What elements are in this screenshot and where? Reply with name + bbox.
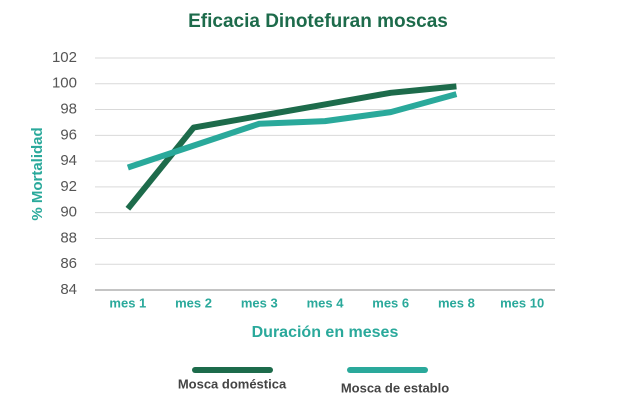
y-tick-label: 102 <box>52 49 77 66</box>
x-tick-label: mes 2 <box>175 295 212 310</box>
x-tick-label: mes 6 <box>372 295 409 310</box>
chart-title: Eficacia Dinotefuran moscas <box>188 11 448 32</box>
y-tick-label: 96 <box>60 126 77 143</box>
y-tick-label: 92 <box>60 178 77 195</box>
x-tick-label: mes 4 <box>307 295 345 310</box>
x-tick-label: mes 10 <box>500 295 544 310</box>
x-axis-label: Duración en meses <box>252 324 399 341</box>
series-line <box>126 91 458 171</box>
legend-label: Mosca doméstica <box>178 376 287 391</box>
x-tick-label: mes 3 <box>241 295 278 310</box>
y-tick-label: 94 <box>60 152 77 169</box>
y-tick-label: 90 <box>60 204 77 221</box>
x-tick-label: mes 1 <box>109 295 146 310</box>
y-tick-label: 88 <box>60 229 77 246</box>
y-tick-label: 98 <box>60 101 77 118</box>
y-tick-label: 100 <box>52 75 77 92</box>
legend-label: Mosca de establo <box>341 380 449 395</box>
x-tick-label: mes 8 <box>438 295 475 310</box>
y-tick-label: 86 <box>60 255 77 272</box>
y-axis-label: % Mortalidad <box>29 127 46 220</box>
series-line <box>125 83 457 211</box>
y-tick-label: 84 <box>60 281 77 298</box>
